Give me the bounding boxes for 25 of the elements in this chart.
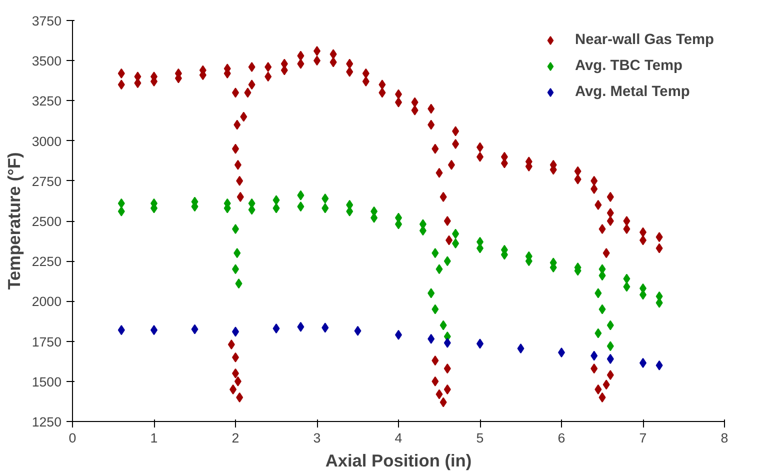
y-tick-label: 1250	[32, 414, 62, 430]
legend-label: Avg. Metal Temp	[574, 84, 690, 100]
x-tick-label: 8	[720, 430, 728, 446]
x-tick-label: 2	[232, 430, 240, 446]
x-axis-title: Axial Position (in)	[325, 450, 472, 470]
x-tick-label: 1	[150, 430, 158, 446]
y-tick-label: 1500	[32, 374, 62, 390]
legend-label: Near-wall Gas Temp	[574, 32, 714, 48]
legend-label: Avg. TBC Temp	[574, 58, 682, 74]
y-tick-label: 3250	[32, 94, 62, 109]
y-tick-label: 2500	[32, 214, 62, 229]
x-tick-label: 5	[476, 430, 484, 446]
y-tick-label: 2000	[32, 294, 62, 310]
x-tick-label: 7	[639, 430, 647, 446]
y-tick-label: 3000	[32, 134, 62, 149]
x-tick-label: 4	[394, 430, 403, 446]
x-tick-label: 0	[68, 430, 76, 446]
y-tick-label: 3500	[32, 54, 62, 69]
y-axis-title: Temperature (°F)	[4, 152, 24, 290]
y-tick-label: 1750	[32, 334, 62, 350]
y-tick-label: 3750	[32, 14, 62, 28]
x-tick-label: 6	[558, 430, 566, 446]
y-tick-label: 2750	[32, 174, 62, 189]
y-tick-label: 2250	[32, 254, 62, 270]
x-tick-label: 3	[313, 430, 321, 446]
